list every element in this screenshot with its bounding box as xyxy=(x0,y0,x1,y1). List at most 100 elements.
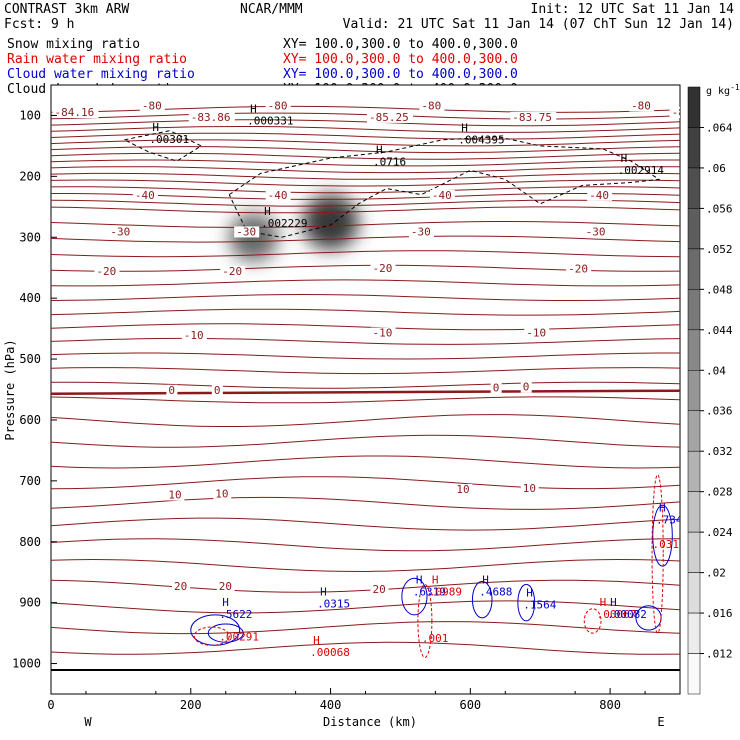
x-tick-label: 200 xyxy=(180,698,202,712)
temperature-label-bg xyxy=(139,100,165,112)
temperature-label: 0 xyxy=(493,381,500,394)
colorbar: .012 .016 .02 .024 .028 .032 .036 .04 .044 .048 .0… xyxy=(687,86,733,695)
x-right-end-label: E xyxy=(657,715,664,729)
isotherm-line xyxy=(51,337,680,345)
temperature-label-bg xyxy=(188,111,235,123)
isotherm-line xyxy=(51,179,680,187)
rain-water-contour xyxy=(583,608,602,634)
temperature-label: -20 xyxy=(568,263,588,276)
maximum-value: .00301 xyxy=(149,133,189,146)
temperature-label-bg xyxy=(172,580,191,592)
isotherm-line xyxy=(51,199,680,207)
rain-water-contour xyxy=(651,474,664,634)
isotherm-line xyxy=(51,221,680,229)
colorbar-tick-label: .052 xyxy=(706,243,733,256)
maximum-value: .0317 xyxy=(653,538,686,551)
maximum-value: .00291 xyxy=(219,630,259,643)
isotherm-line xyxy=(51,119,680,127)
temperature-label-bg xyxy=(234,226,260,238)
x-tick-label: 800 xyxy=(599,698,621,712)
maximum-marker: H xyxy=(250,103,257,116)
colorbar-tick-label: .028 xyxy=(706,486,733,499)
valid-time: Valid: 21 UTC Sat 11 Jan 14 (07 ChT Sun … xyxy=(343,17,734,32)
temperature-label: 0 xyxy=(168,384,175,397)
isotherm-line xyxy=(51,600,680,614)
colorbar-unit: g kg-1 xyxy=(706,83,740,97)
temperature-label-bg xyxy=(669,107,680,119)
maximum-value: .4688 xyxy=(479,585,512,598)
isotherm-line xyxy=(51,166,680,174)
isotherm-line xyxy=(51,558,680,573)
isotherm-line xyxy=(51,538,680,552)
forecast-hour: Fcst: 9 h xyxy=(4,17,74,32)
maximum-marker: H xyxy=(659,501,666,514)
colorbar-swatch xyxy=(687,167,701,209)
maximum-marker: H xyxy=(264,205,271,218)
temperature-label-bg xyxy=(181,329,207,341)
temperature-label: -80 xyxy=(142,99,162,112)
colorbar-swatch xyxy=(687,289,701,331)
temperature-label: -10 xyxy=(184,329,204,342)
isotherm-line xyxy=(51,496,680,510)
temperature-label-bg xyxy=(454,484,473,496)
x-axis-label: Distance (km) xyxy=(323,715,417,729)
temperature-label-bg xyxy=(520,482,539,494)
colorbar-swatch xyxy=(687,370,701,411)
cloud-ice-contour xyxy=(124,130,203,162)
cloud-water-contour xyxy=(401,577,428,616)
temperature-label-bg xyxy=(587,189,613,201)
temperature-label-bg xyxy=(490,382,502,394)
x-left-end-label: W xyxy=(84,715,92,729)
isotherm-line xyxy=(51,159,680,167)
colorbar-tick-label: .016 xyxy=(706,607,733,620)
maximum-value: .00067 xyxy=(597,608,637,621)
legend-field-name: Snow mixing ratio xyxy=(7,37,140,52)
isotherm-line xyxy=(51,396,680,404)
legend-field-xy: XY= 100.0,300.0 to 400.0,300.0 xyxy=(283,67,518,82)
maximum-labels: H.000331H.00301H.0716H.004395H.002914H.0… xyxy=(149,103,686,660)
temperature-label-bg xyxy=(52,107,99,119)
colorbar-tick-label: .064 xyxy=(706,121,733,134)
maximum-value: .0989 xyxy=(429,585,462,598)
colorbar-tick-label: .012 xyxy=(706,648,733,661)
colorbar-swatch xyxy=(687,531,701,573)
maximum-value: .000331 xyxy=(247,115,293,128)
colorbar-tick-label: .048 xyxy=(706,283,733,296)
y-tick-label: 800 xyxy=(19,535,41,549)
isotherm-line xyxy=(51,455,680,469)
maximum-value: .002914 xyxy=(618,164,665,177)
maximum-marker: H xyxy=(610,596,617,609)
isotherm-line xyxy=(51,414,680,427)
temperature-label-bg xyxy=(265,100,291,112)
temperature-label-bg xyxy=(166,384,178,396)
temperature-label: -20 xyxy=(96,265,116,278)
temperature-label-bg xyxy=(166,489,185,501)
maximum-marker: H xyxy=(222,596,229,609)
init-time: Init: 12 UTC Sat 11 Jan 14 xyxy=(531,2,735,17)
temperature-contours xyxy=(51,105,680,655)
temperature-label: -83.75 xyxy=(512,111,552,124)
x-tick-label: 0 xyxy=(47,698,54,712)
cloud-water-contour xyxy=(207,623,244,643)
isotherm-line xyxy=(51,621,680,635)
legend-field-xy: XY= 100.0,300.0 to 400.0,300.0 xyxy=(283,52,518,67)
isotherm-line xyxy=(51,250,680,258)
temperature-label: -30 xyxy=(110,225,130,238)
maximum-marker: H xyxy=(600,596,607,609)
temperature-label: -20 xyxy=(222,265,242,278)
maximum-value: .00082 xyxy=(607,608,647,621)
temperature-label: -40 xyxy=(432,189,452,202)
maximum-value: .004395 xyxy=(458,133,504,146)
temperature-label: -40 xyxy=(589,189,609,202)
temperature-label-bg xyxy=(524,327,550,339)
y-tick-label: 600 xyxy=(19,413,41,427)
colorbar-swatch xyxy=(687,572,701,614)
isotherm-line xyxy=(51,579,680,593)
cloud-water-contour xyxy=(471,580,493,619)
temperature-label: -84.16 xyxy=(54,106,94,119)
maximum-value: .6319 xyxy=(413,585,446,598)
maximum-marker: H xyxy=(621,152,628,165)
maximum-marker: H xyxy=(313,634,320,647)
colorbar-swatch xyxy=(687,450,701,492)
maximum-marker: H xyxy=(482,573,489,586)
